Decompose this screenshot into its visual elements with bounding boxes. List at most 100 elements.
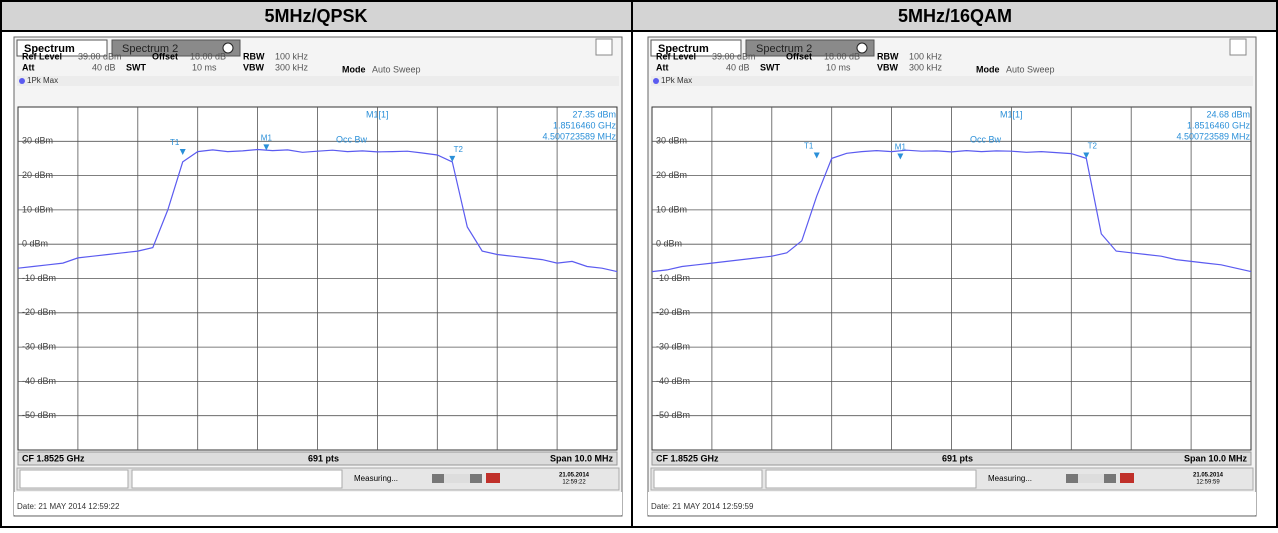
setting-value: 39.00 dBm bbox=[712, 51, 756, 61]
marker bbox=[449, 155, 456, 162]
tab-label: Spectrum 2 bbox=[122, 43, 178, 55]
tab bbox=[16, 39, 108, 57]
status-box bbox=[765, 469, 977, 489]
trace-bar bbox=[17, 76, 619, 86]
y-tick-label: 20 dBm bbox=[22, 170, 53, 180]
status-time: 12:59:59 bbox=[1196, 480, 1220, 486]
setting-value: 300 kHz bbox=[909, 62, 943, 72]
trace-bar bbox=[651, 76, 1253, 86]
date-line: Date: 21 MAY 2014 12:59:59 bbox=[651, 502, 754, 511]
marker-readout: 27.35 dBm bbox=[572, 109, 616, 119]
status-date: 21.05.2014 bbox=[1193, 473, 1224, 479]
marker-readout: 4.500723589 MHz bbox=[542, 131, 616, 141]
y-tick-label: -40 dBm bbox=[22, 376, 56, 386]
marker-readout: M1[1] bbox=[1000, 109, 1023, 119]
indicator bbox=[1120, 473, 1134, 483]
trace bbox=[17, 148, 618, 273]
occ-bw-label: Occ Bw bbox=[336, 134, 368, 144]
marker bbox=[897, 153, 904, 160]
marker bbox=[179, 149, 186, 156]
tab bbox=[111, 39, 241, 57]
y-tick-label: -50 dBm bbox=[656, 410, 690, 420]
column-title: 5MHz/QPSK bbox=[264, 6, 367, 26]
menu-icon bbox=[595, 38, 613, 56]
setting-value: 10 ms bbox=[192, 62, 217, 72]
marker-label: T1 bbox=[804, 142, 814, 151]
trace bbox=[651, 149, 1252, 273]
status-box bbox=[19, 469, 129, 489]
status-box bbox=[131, 469, 343, 489]
status-time: 12:59:22 bbox=[562, 480, 586, 486]
y-tick-label: 30 dBm bbox=[22, 136, 53, 146]
marker-label: M1 bbox=[261, 133, 273, 142]
marker-readout: 1.8516460 GHz bbox=[553, 120, 617, 130]
column-title: 5MHz/16QAM bbox=[898, 6, 1012, 26]
footer-right: Span 10.0 MHz bbox=[1184, 453, 1248, 463]
occ-bw-label: Occ Bw bbox=[970, 134, 1002, 144]
y-tick-label: 10 dBm bbox=[22, 204, 53, 214]
setting-value: 300 kHz bbox=[275, 62, 309, 72]
setting-label: Att bbox=[22, 62, 35, 72]
marker bbox=[263, 144, 270, 151]
date-line: Date: 21 MAY 2014 12:59:22 bbox=[17, 502, 120, 511]
y-tick-label: 0 dBm bbox=[22, 239, 48, 249]
setting-value: Auto Sweep bbox=[1006, 64, 1055, 74]
footer-right: Span 10.0 MHz bbox=[550, 453, 614, 463]
marker-label: T2 bbox=[454, 145, 464, 154]
setting-value: 40 dB bbox=[726, 62, 750, 72]
setting-value: Auto Sweep bbox=[372, 64, 421, 74]
status-box bbox=[653, 469, 763, 489]
y-tick-label: -20 dBm bbox=[656, 307, 690, 317]
setting-label: Offset bbox=[152, 51, 178, 61]
marker-readout: 1.8516460 GHz bbox=[1187, 120, 1251, 130]
marker-readout: M1[1] bbox=[366, 109, 389, 119]
marker-readout: 4.500723589 MHz bbox=[1176, 131, 1250, 141]
y-tick-label: -30 dBm bbox=[656, 341, 690, 351]
tab-label: Spectrum 2 bbox=[756, 43, 812, 55]
y-tick-label: -40 dBm bbox=[656, 376, 690, 386]
setting-value: 18.00 dB bbox=[190, 51, 226, 61]
setting-value: 18.00 dB bbox=[824, 51, 860, 61]
setting-value: 10 ms bbox=[826, 62, 851, 72]
y-tick-label: 0 dBm bbox=[656, 239, 682, 249]
footer-left: CF 1.8525 GHz bbox=[656, 453, 719, 463]
tab-label: Spectrum bbox=[24, 43, 75, 55]
footer-center: 691 pts bbox=[308, 453, 339, 463]
progress bbox=[1078, 474, 1104, 483]
marker-readout: 24.68 dBm bbox=[1206, 109, 1250, 119]
setting-label: SWT bbox=[760, 62, 780, 72]
trace-label: 1Pk Max bbox=[661, 76, 692, 85]
setting-label: Mode bbox=[976, 64, 1000, 74]
marker-label: M1 bbox=[895, 143, 907, 152]
y-tick-label: -20 dBm bbox=[22, 307, 56, 317]
tab bbox=[745, 39, 875, 57]
marker-label: T2 bbox=[1088, 142, 1098, 151]
setting-label: VBW bbox=[877, 62, 899, 72]
tab-close bbox=[222, 42, 234, 54]
y-tick-label: 30 dBm bbox=[656, 136, 687, 146]
marker bbox=[813, 152, 820, 159]
y-tick-label: -30 dBm bbox=[22, 341, 56, 351]
footer-center: 691 pts bbox=[942, 453, 973, 463]
setting-value: 39.00 dBm bbox=[78, 51, 122, 61]
marker-label: T1 bbox=[170, 138, 180, 147]
y-tick-label: -10 dBm bbox=[656, 273, 690, 283]
date-area bbox=[648, 492, 1256, 515]
tab-close bbox=[856, 42, 868, 54]
setting-value: 100 kHz bbox=[909, 51, 943, 61]
indicator bbox=[486, 473, 500, 483]
menu-icon bbox=[1229, 38, 1247, 56]
footer-bar bbox=[17, 451, 618, 466]
footer-left: CF 1.8525 GHz bbox=[22, 453, 85, 463]
y-tick-label: 10 dBm bbox=[656, 204, 687, 214]
trace-label: 1Pk Max bbox=[27, 76, 58, 85]
tab bbox=[650, 39, 742, 57]
setting-label: Ref Level bbox=[656, 51, 696, 61]
setting-value: 40 dB bbox=[92, 62, 116, 72]
setting-label: Att bbox=[656, 62, 669, 72]
setting-label: RBW bbox=[243, 51, 265, 61]
y-tick-label: -10 dBm bbox=[22, 273, 56, 283]
trace-dot bbox=[19, 78, 25, 84]
setting-value: 100 kHz bbox=[275, 51, 309, 61]
